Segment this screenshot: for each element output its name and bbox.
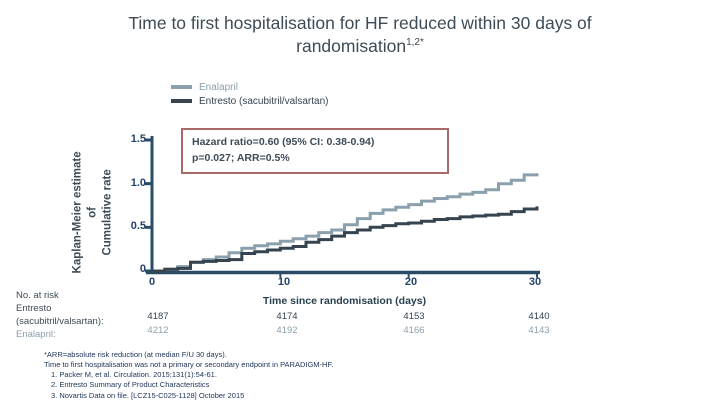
risk-table-heading: No. at risk xyxy=(16,290,59,301)
legend-label-entresto: Entresto (sacubitril/valsartan) xyxy=(199,95,329,107)
y-tick-1-0: 1.0 xyxy=(130,177,146,189)
hazard-ratio-line2: p=0.027; ARR=0.5% xyxy=(192,151,290,164)
chart-legend: Enalapril Entresto (sacubitril/valsartan… xyxy=(171,80,329,108)
hazard-ratio-line1: Hazard ratio=0.60 (95% CI: 0.38-0.94) xyxy=(192,136,375,148)
risk-row-enalapril-label: Enalapril: xyxy=(16,329,56,340)
slide-title-line1: Time to first hospitalisation for HF red… xyxy=(128,13,592,33)
y-tick-0: 0 xyxy=(139,263,146,275)
risk-value-enalapril-d20: 4166 xyxy=(403,325,425,336)
y-tick-0-5: 0.5 xyxy=(130,220,146,232)
risk-value-enalapril-d0: 4212 xyxy=(147,325,169,336)
y-tick-1-5: 1.5 xyxy=(130,133,146,145)
reference-3: 3. Novartis Data on file. [LCZ15-C025-11… xyxy=(51,390,245,400)
x-tick-30: 30 xyxy=(528,276,542,288)
legend-label-enalapril: Enalapril xyxy=(199,81,238,93)
risk-row-entresto-label-line2: (sacubitril/valsartan): xyxy=(16,316,104,327)
slide-title: Time to first hospitalisation for HF red… xyxy=(0,12,720,58)
slide-title-line2: randomisation xyxy=(296,35,407,56)
km-curve-enalapril xyxy=(152,173,539,273)
reference-1: 1. Packer M, et al. Circulation. 2015;13… xyxy=(51,370,217,380)
x-tick-10: 10 xyxy=(277,276,291,288)
risk-value-entresto-d10: 4174 xyxy=(276,311,298,322)
risk-value-enalapril-d30: 4143 xyxy=(528,325,550,336)
footnotes: *ARR=absolute risk reduction (at median … xyxy=(44,350,333,401)
x-axis-title: Time since randomisation (days) xyxy=(262,295,427,307)
risk-value-entresto-d20: 4153 xyxy=(403,311,425,322)
reference-2: 2. Entresto Summary of Product Character… xyxy=(51,380,210,390)
x-tick-0: 0 xyxy=(148,276,156,288)
risk-value-entresto-d0: 4187 xyxy=(147,311,169,322)
hazard-ratio-callout: Hazard ratio=0.60 (95% CI: 0.38-0.94) p=… xyxy=(181,128,449,174)
legend-item-enalapril: Enalapril xyxy=(171,80,329,94)
risk-value-entresto-d30: 4140 xyxy=(528,311,550,322)
x-tick-20: 20 xyxy=(404,276,418,288)
footnote-arr: *ARR=absolute risk reduction (at median … xyxy=(44,350,227,359)
enalapril-line-swatch xyxy=(171,85,192,89)
footnote-endpoint: Time to first hospitalisation was not a … xyxy=(44,360,334,370)
slide-title-superscript: 1,2* xyxy=(406,36,424,48)
legend-item-entresto: Entresto (sacubitril/valsartan) xyxy=(171,94,329,108)
entresto-line-swatch xyxy=(171,99,192,103)
km-curve-entresto xyxy=(152,206,539,273)
risk-row-entresto-label-line1: Entresto xyxy=(16,303,52,314)
risk-value-enalapril-d10: 4192 xyxy=(276,325,298,336)
